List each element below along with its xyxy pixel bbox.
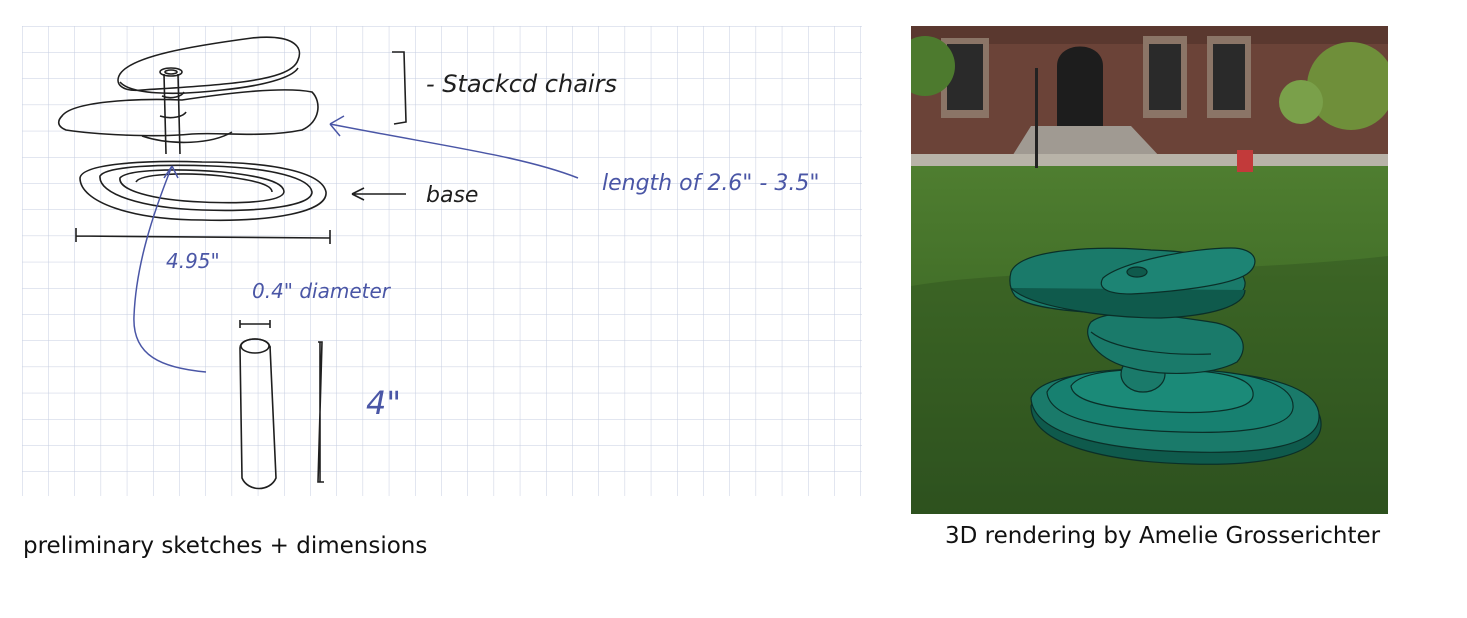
tree-left bbox=[911, 36, 955, 96]
diameter-label: 0.4" diameter bbox=[252, 279, 392, 303]
base-label: base bbox=[426, 183, 478, 208]
rendering-photo bbox=[911, 26, 1388, 514]
arched-doorway bbox=[1057, 46, 1103, 126]
sketch-panel: - Stackcd chairs base length of 2.6" - 3… bbox=[22, 26, 862, 516]
stacked-chairs-label: - Stackcd chairs bbox=[426, 70, 617, 98]
rendering-scene bbox=[911, 26, 1388, 514]
stone-steps bbox=[1011, 126, 1161, 158]
walkway bbox=[911, 154, 1388, 168]
width-label: 4.95" bbox=[166, 249, 220, 273]
sculpture-3d-model bbox=[1009, 247, 1322, 465]
sketch-caption: preliminary sketches + dimensions bbox=[23, 533, 428, 559]
blue-pen-lines bbox=[133, 115, 579, 373]
seated-person bbox=[1237, 150, 1253, 172]
length-label: length of 2.6" - 3.5" bbox=[602, 171, 819, 196]
height-label: 4" bbox=[366, 384, 401, 422]
tree-right bbox=[1307, 42, 1388, 130]
stacked-chairs-sketch bbox=[57, 36, 407, 490]
rendering-caption: 3D rendering by Amelie Grosserichter bbox=[945, 523, 1381, 549]
lamp-post bbox=[1035, 68, 1038, 168]
sketch-drawing: - Stackcd chairs base length of 2.6" - 3… bbox=[22, 26, 862, 496]
graph-paper-grid bbox=[22, 26, 862, 496]
